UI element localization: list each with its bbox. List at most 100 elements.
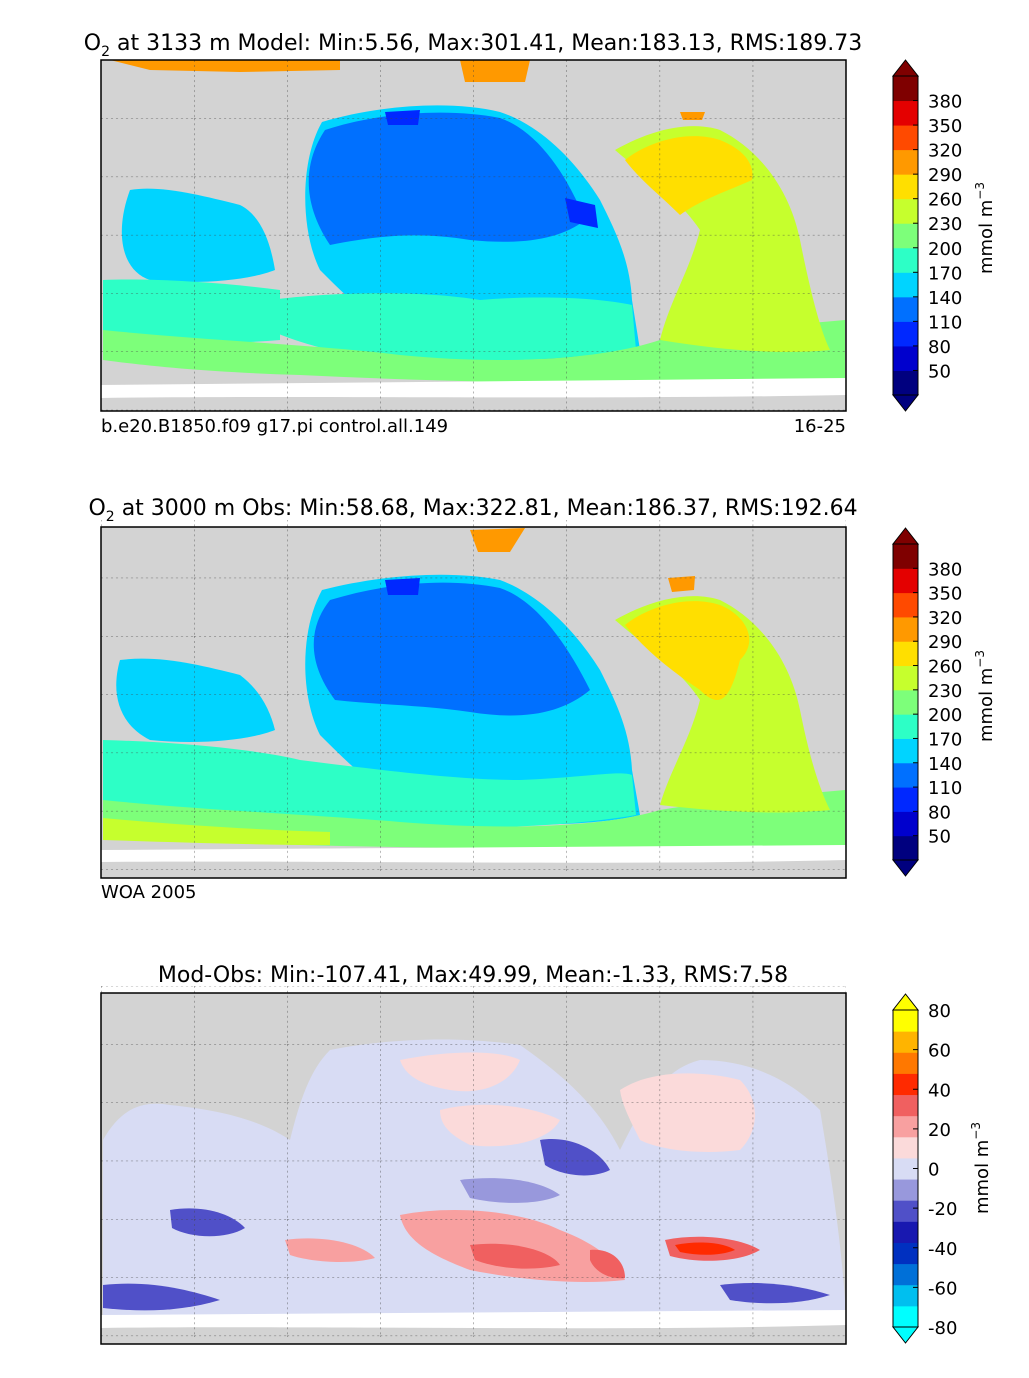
colorbar-tick-label: 110 [928,312,962,333]
colorbar-swatch [893,1284,918,1307]
colorbar-obs: 50 80 110 140 170 200 230 260 290 320 350 380 [891,527,962,877]
colorbar-swatch [893,1263,918,1286]
colorbar-tick-label: 170 [928,263,962,284]
colorbar-swatch [893,616,918,642]
colorbar-frame [892,543,919,861]
colorbar-swatch [893,1179,918,1201]
colorbar-swatch [893,714,918,739]
colorbar-swatch [893,641,918,667]
colorbar-swatch [893,1305,918,1328]
colorbar-tick-label: 260 [928,657,962,678]
footer-years: 16-25 [794,416,846,437]
colorbar-extend-max [891,59,920,77]
colorbar-extend-min [891,1326,920,1344]
colorbar-tick-label: 200 [928,239,962,260]
colorbar-unit: mmol m−3 [973,182,997,274]
colorbar-swatch [893,1010,918,1032]
colorbar-tick-label: 40 [928,1080,951,1101]
footer-run-name: b.e20.B1850.f09 g17.pi control.all.149 [101,416,448,437]
colorbar-tick-label: -80 [928,1318,957,1339]
colorbar-unit: mmol m−3 [969,1122,993,1214]
title-text: at 3000 m Obs: Min:58.68, Max:322.81, Me… [122,496,858,521]
colorbar-extend-max [891,993,920,1011]
colorbar-swatch [893,1094,918,1117]
colorbar-tick-label: 260 [928,190,962,211]
colorbar-unit: mmol m−3 [973,650,997,742]
colorbar-swatch [893,835,918,861]
colorbar-frame [892,75,919,396]
colorbar-swatch [893,1052,918,1074]
colorbar-swatch [893,370,918,396]
colorbar-tick-label: 320 [928,141,962,162]
colorbar-swatch [893,738,918,764]
colorbar-swatch [893,811,918,837]
colorbar-swatch [893,198,918,224]
title-subscript: 2 [101,44,110,60]
colorbar-tick-label: 350 [928,584,962,605]
colorbar-swatch [893,76,918,102]
colorbar-swatch [893,321,918,347]
colorbar-swatch [893,665,918,691]
colorbar-swatch [893,1157,918,1180]
colorbar-tick-label: 320 [928,608,962,629]
colorbar-model: 50 80 110 140 170 200 230 260 290 320 350 380 [891,59,962,412]
colorbar-tick-label: 20 [928,1120,951,1141]
colorbar-swatch [893,1136,918,1159]
colorbar-swatch [893,1031,918,1053]
colorbar-tick-label: 290 [928,165,962,186]
colorbar-swatch [893,787,918,812]
map-diff [100,986,847,1345]
map-model [100,59,847,412]
map-obs [100,520,847,879]
colorbar-extend-min [891,394,920,412]
colorbar-tick-label: 80 [928,337,951,358]
title-o-symbol: O [88,496,105,521]
panel-obs-title: O2 at 3000 m Obs: Min:58.68, Max:322.81,… [88,496,857,525]
colorbar-tick-label: 80 [928,1001,951,1022]
colorbar-swatch [893,1221,918,1243]
colorbar-extend-max [891,527,920,545]
colorbar-tick-label: 140 [928,754,962,775]
colorbar-tick-label: 110 [928,778,962,799]
colorbar-tick-label: 50 [928,827,951,848]
colorbar-tick-label: -20 [928,1199,957,1220]
colorbar-swatch [893,296,918,322]
colorbar-swatch [893,689,918,715]
title-subscript: 2 [106,509,115,525]
colorbar-swatch [893,1115,918,1138]
colorbar-tick-label: 230 [928,681,962,702]
colorbar-tick-label: 380 [928,92,962,113]
panel-diff: Mod-Obs: Min:-107.41, Max:49.99, Mean:-1… [100,963,993,1345]
colorbar-swatch [893,592,918,618]
colorbar-swatch [893,544,918,569]
colorbar-tick-label: 50 [928,361,951,382]
colorbar-tick-label: 350 [928,116,962,137]
title-text: at 3133 m Model: Min:5.56, Max:301.41, M… [117,31,862,56]
colorbar-tick-label: -60 [928,1278,957,1299]
colorbar-swatch [893,149,918,175]
colorbar-swatch [893,223,918,249]
colorbar-swatch [893,125,918,151]
colorbar-tick-label: 290 [928,632,962,653]
colorbar-tick-label: -40 [928,1239,957,1260]
colorbar-swatch [893,100,918,126]
colorbar-swatch [893,568,918,594]
colorbar-tick-label: 140 [928,288,962,309]
colorbar-extend-min [891,859,920,877]
footer-dataset: WOA 2005 [101,882,197,903]
panel-model-title: O2 at 3133 m Model: Min:5.56, Max:301.41… [84,31,862,60]
title-o-symbol: O [84,31,101,56]
colorbar-tick-label: 170 [928,729,962,750]
colorbar-tick-label: 0 [928,1160,939,1181]
colorbar-diff: -80 -60 -40 -20 0 20 40 60 80 [891,993,957,1344]
colorbar-swatch [893,762,918,788]
colorbar-swatch [893,1073,918,1096]
colorbar-swatch [893,1200,918,1222]
panel-model: O2 at 3133 m Model: Min:5.56, Max:301.41… [84,31,997,437]
colorbar-swatch [893,345,918,371]
colorbar-swatch [893,272,918,298]
colorbar-tick-label: 230 [928,214,962,235]
panel-obs: O2 at 3000 m Obs: Min:58.68, Max:322.81,… [88,496,997,903]
colorbar-tick-label: 60 [928,1041,951,1062]
